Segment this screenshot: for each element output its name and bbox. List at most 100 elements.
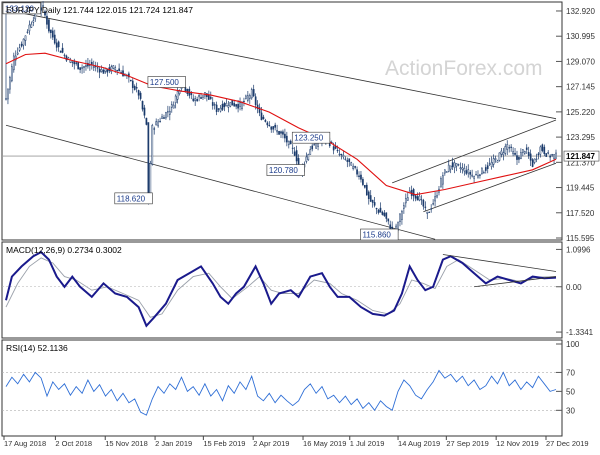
candle	[537, 152, 540, 160]
candle	[286, 131, 288, 147]
x-tick-label: 27 Dec 2019	[546, 439, 589, 448]
candle	[202, 95, 204, 101]
candle	[545, 153, 548, 157]
candle	[436, 191, 438, 199]
candle	[512, 147, 514, 157]
moving-average-line	[5, 52, 557, 196]
candle	[360, 170, 362, 183]
candle	[483, 170, 485, 174]
candle	[133, 84, 136, 91]
candle	[12, 52, 15, 73]
candle	[30, 21, 33, 28]
candle	[549, 154, 551, 161]
candle	[364, 184, 366, 189]
candle	[46, 12, 48, 29]
candle	[508, 144, 511, 153]
candle	[442, 172, 444, 189]
svg-text:115.860: 115.860	[363, 231, 392, 240]
candle	[153, 126, 156, 135]
candle	[551, 153, 553, 158]
svg-text:127.500: 127.500	[150, 78, 179, 87]
candle	[481, 167, 483, 175]
candle	[531, 158, 534, 168]
price-header: EURJPY Daily 121.744 122.015 121.724 121…	[6, 5, 193, 15]
x-tick-label: 2 Oct 2018	[55, 439, 92, 448]
svg-text:123.250: 123.250	[294, 134, 323, 143]
candle	[42, 1, 44, 11]
candle	[434, 191, 436, 207]
candle	[18, 43, 21, 52]
candle	[270, 126, 273, 133]
candle	[420, 195, 423, 205]
candle	[516, 150, 518, 166]
x-tick-label: 1 Jul 2019	[350, 439, 385, 448]
candle	[211, 97, 214, 110]
candle	[463, 163, 466, 176]
candle	[547, 150, 550, 155]
candle	[348, 158, 351, 167]
x-tick-label: 2 Jan 2019	[155, 439, 192, 448]
candle	[5, 8, 7, 101]
candle	[484, 164, 487, 174]
candle	[430, 204, 433, 213]
price-annotation: 120.780	[266, 164, 305, 176]
candle	[32, 16, 35, 27]
candle	[426, 211, 429, 220]
candle	[53, 29, 56, 45]
candle	[385, 212, 388, 223]
candle	[293, 147, 296, 157]
x-tick-label: 17 Aug 2018	[4, 439, 46, 448]
candle	[371, 199, 374, 208]
candle	[287, 140, 290, 149]
candle	[209, 91, 212, 100]
y-tick-label: 100	[566, 340, 580, 349]
candle	[504, 143, 507, 156]
candle	[98, 66, 101, 79]
candle	[278, 130, 280, 136]
candle	[445, 171, 448, 173]
candle	[151, 123, 154, 166]
candle	[354, 165, 356, 170]
candle	[28, 20, 31, 35]
candle	[77, 61, 79, 70]
candle	[555, 149, 557, 160]
candle	[135, 82, 138, 93]
candle	[440, 176, 442, 188]
candle	[85, 59, 87, 71]
candle	[159, 117, 161, 123]
candle	[492, 154, 495, 168]
rsi-header: RSI(14) 52.1136	[6, 343, 68, 353]
candle	[401, 209, 403, 225]
candle	[358, 171, 360, 180]
candle	[225, 98, 228, 107]
y-tick-label: 125.220	[566, 108, 595, 117]
y-tick-label: 119.445	[566, 184, 595, 193]
y-tick-label: 1.0996	[566, 245, 591, 254]
candle	[289, 139, 292, 145]
candle	[280, 130, 282, 138]
candle	[81, 64, 83, 74]
candle	[453, 159, 456, 174]
candle	[65, 54, 68, 62]
price-annotation: 118.620	[114, 192, 153, 205]
candle	[522, 149, 524, 157]
candle	[494, 155, 497, 163]
macd-signal-line	[5, 257, 557, 318]
candle	[83, 65, 85, 73]
candle	[245, 94, 247, 100]
candle	[26, 29, 29, 34]
candle	[149, 160, 152, 197]
candle	[143, 104, 146, 119]
candle	[539, 145, 542, 158]
candle	[282, 129, 284, 139]
candle	[233, 99, 236, 107]
candle	[451, 157, 454, 171]
candle	[490, 156, 493, 170]
candle	[172, 101, 175, 109]
candle	[44, 9, 46, 18]
candle	[428, 211, 431, 213]
x-tick-label: 15 Nov 2018	[105, 439, 148, 448]
candle	[100, 65, 103, 73]
candle	[274, 122, 276, 131]
x-tick-label: 27 Sep 2019	[446, 439, 489, 448]
